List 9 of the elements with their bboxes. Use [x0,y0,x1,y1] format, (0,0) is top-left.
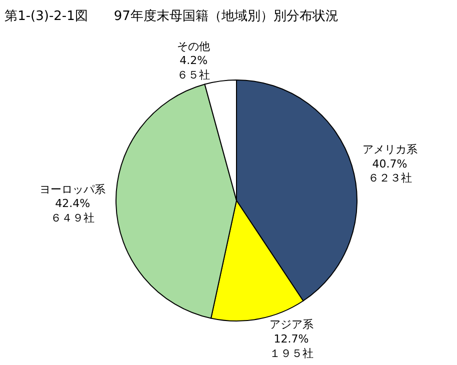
data-label: 12.7% １９５社 [269,332,314,360]
data-label: 42.4% ６４９社 [50,197,95,225]
slice-label: アメリカ系 [362,143,418,156]
slice-label: アジア系 [269,318,314,332]
chart-title: 第1-(3)-2-1図 97年度末母国籍（地域別）別分布状況 [4,8,338,24]
data-label: 40.7% ６２３社 [368,157,412,185]
slice-label: その他 [177,40,210,53]
slice-label: ヨーロッパ系 [40,182,106,196]
data-label: 4.2% ６５社 [177,54,210,82]
